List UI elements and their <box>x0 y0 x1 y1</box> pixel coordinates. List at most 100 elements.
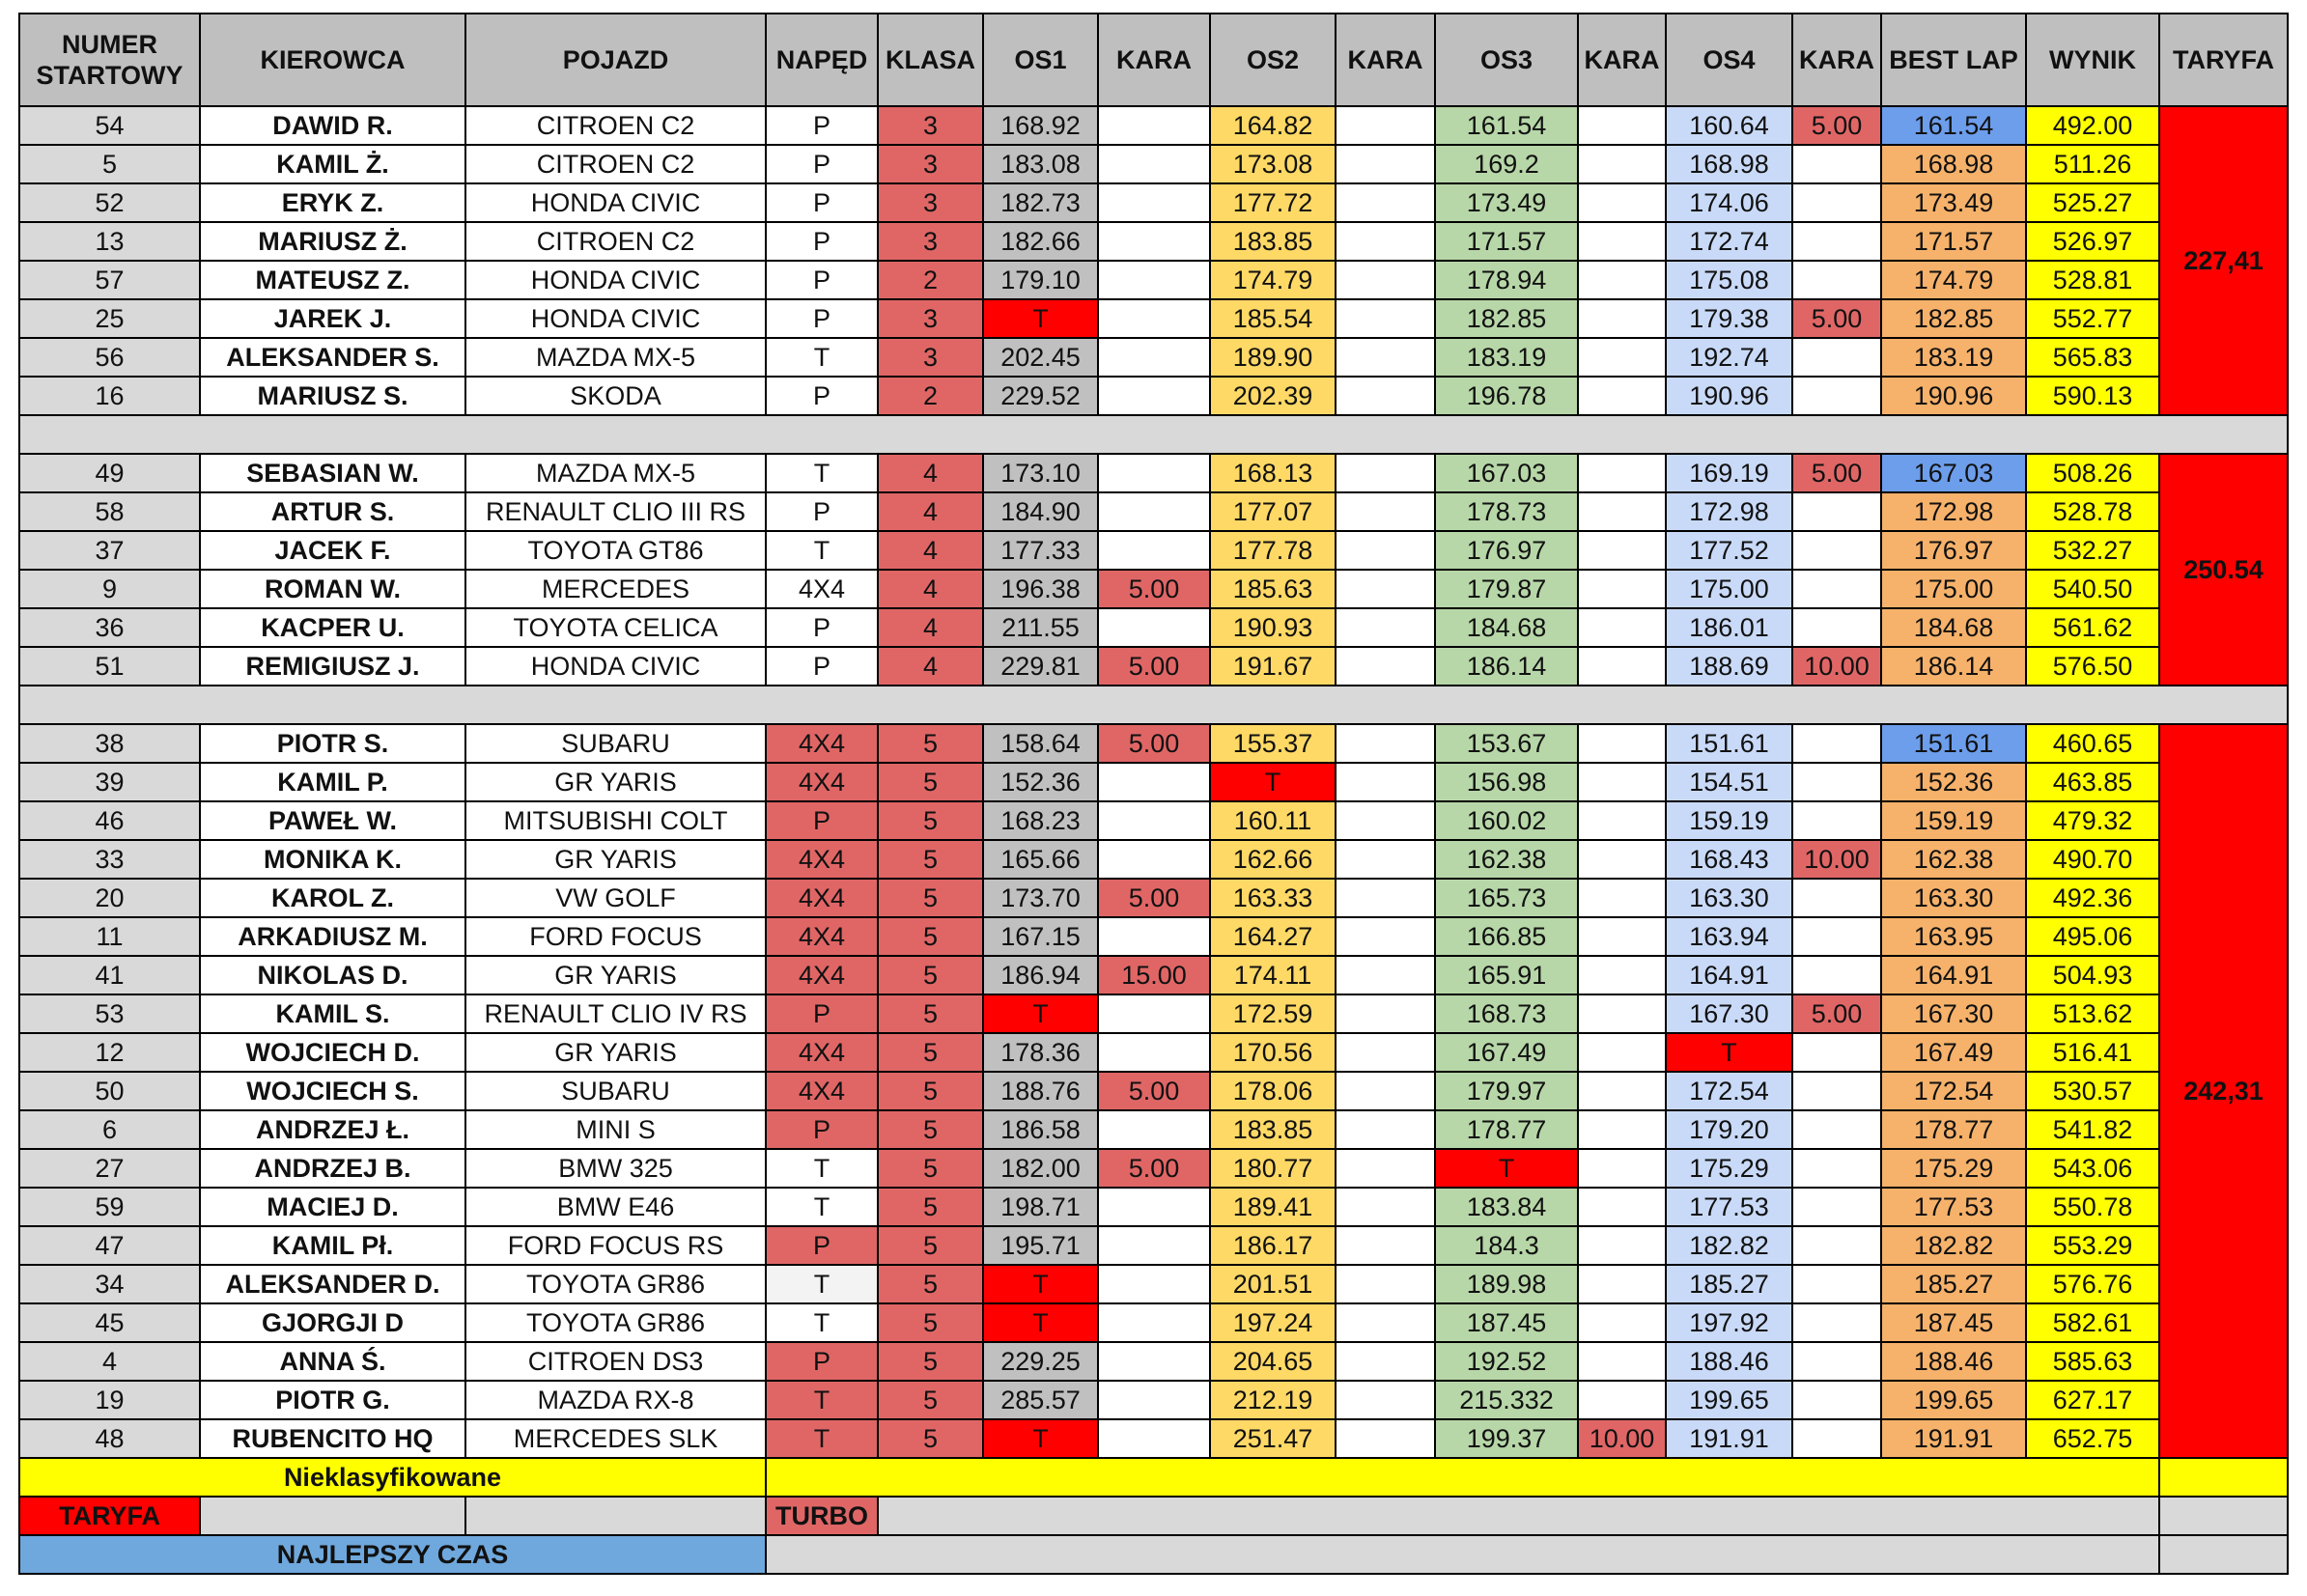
os2-time: 162.66 <box>1209 839 1336 880</box>
os3-time: 167.03 <box>1434 453 1579 493</box>
kara4 <box>1791 569 1882 609</box>
kara2 <box>1335 1380 1436 1420</box>
vehicle: HONDA CIVIC <box>464 646 767 686</box>
drive-type: P <box>765 1225 879 1266</box>
start-number: 27 <box>18 1148 201 1189</box>
table-row: 37 JACEK F. TOYOTA GT86 T 4 177.33 177.78 176.9… <box>18 530 2288 571</box>
kara2 <box>1335 569 1436 609</box>
best-lap: 183.19 <box>1880 337 2027 378</box>
os4-time: 172.54 <box>1665 1071 1793 1111</box>
start-number: 33 <box>18 839 201 880</box>
kara2 <box>1335 994 1436 1034</box>
os2-time: 189.41 <box>1209 1187 1336 1227</box>
kara3 <box>1577 221 1667 262</box>
table-row: 4 ANNA Ś. CITROEN DS3 P 5 229.25 204.65 192.52 1… <box>18 1341 2288 1382</box>
best-lap: 162.38 <box>1880 839 2027 880</box>
os1-time: 177.33 <box>982 530 1099 571</box>
driver-name: SEBASIAN W. <box>199 453 466 493</box>
class: 5 <box>877 723 984 764</box>
table-row: 20 KAROL Z. VW GOLF 4X4 5 173.70 5.00 163.33 165… <box>18 878 2288 918</box>
os3-time: 167.49 <box>1434 1032 1579 1073</box>
kara3 <box>1577 105 1667 146</box>
legend-blank-1 <box>199 1496 466 1536</box>
os1-time: 158.64 <box>982 723 1099 764</box>
os4-time: 192.74 <box>1665 337 1793 378</box>
kara3 <box>1577 955 1667 995</box>
drive-type: 4X4 <box>765 1032 879 1073</box>
start-number: 6 <box>18 1109 201 1150</box>
class: 5 <box>877 1341 984 1382</box>
kara4 <box>1791 1032 1882 1073</box>
os3-time: 183.19 <box>1434 337 1579 378</box>
start-number: 13 <box>18 221 201 262</box>
os2-time: 177.78 <box>1209 530 1336 571</box>
wynik: 516.41 <box>2025 1032 2160 1073</box>
kara1 <box>1097 491 1211 532</box>
best-lap: 164.91 <box>1880 955 2027 995</box>
kara3 <box>1577 182 1667 223</box>
os3-time: 168.73 <box>1434 994 1579 1034</box>
os3-time: 165.91 <box>1434 955 1579 995</box>
driver-name: NIKOLAS D. <box>199 955 466 995</box>
legend-best-fill <box>765 1534 2160 1575</box>
table-row: 46 PAWEŁ W. MITSUBISHI COLT P 5 168.23 160.11 1… <box>18 800 2288 841</box>
class: 5 <box>877 1225 984 1266</box>
os1-time: 178.36 <box>982 1032 1099 1073</box>
kara2 <box>1335 955 1436 995</box>
os4-time: 172.98 <box>1665 491 1793 532</box>
wynik: 508.26 <box>2025 453 2160 493</box>
wynik: 463.85 <box>2025 762 2160 802</box>
driver-name: ROMAN W. <box>199 569 466 609</box>
header-pojazd: POJAZD <box>464 13 767 107</box>
os4-time: 159.19 <box>1665 800 1793 841</box>
kara3 <box>1577 337 1667 378</box>
drive-type: T <box>765 1187 879 1227</box>
os1-time: 229.81 <box>982 646 1099 686</box>
drive-type: P <box>765 1109 879 1150</box>
kara1 <box>1097 1418 1211 1459</box>
kara2 <box>1335 1148 1436 1189</box>
kara4 <box>1791 221 1882 262</box>
os2-time: 197.24 <box>1209 1302 1336 1343</box>
driver-name: ERYK Z. <box>199 182 466 223</box>
driver-name: MARIUSZ S. <box>199 376 466 416</box>
kara1 <box>1097 1225 1211 1266</box>
kara3 <box>1577 1187 1667 1227</box>
os2-time: 191.67 <box>1209 646 1336 686</box>
start-number: 56 <box>18 337 201 378</box>
os1-time: T <box>982 1418 1099 1459</box>
kara2 <box>1335 800 1436 841</box>
kara4 <box>1791 800 1882 841</box>
table-row: 49 SEBASIAN W. MAZDA MX-5 T 4 173.10 168.13 167… <box>18 453 2289 686</box>
start-number: 45 <box>18 1302 201 1343</box>
best-lap: 174.79 <box>1880 260 2027 300</box>
os3-time: 176.97 <box>1434 530 1579 571</box>
driver-name: KAMIL S. <box>199 994 466 1034</box>
wynik: 541.82 <box>2025 1109 2160 1150</box>
vehicle: CITROEN C2 <box>464 105 767 146</box>
vehicle: SKODA <box>464 376 767 416</box>
os4-time: 197.92 <box>1665 1302 1793 1343</box>
start-number: 41 <box>18 955 201 995</box>
os1-time: 152.36 <box>982 762 1099 802</box>
class: 4 <box>877 646 984 686</box>
start-number: 52 <box>18 182 201 223</box>
os2-time: 204.65 <box>1209 1341 1336 1382</box>
os2-time: T <box>1209 762 1336 802</box>
kara4 <box>1791 1071 1882 1111</box>
kara3 <box>1577 1109 1667 1150</box>
class: 5 <box>877 762 984 802</box>
start-number: 20 <box>18 878 201 918</box>
os3-time: 179.97 <box>1434 1071 1579 1111</box>
os2-time: 174.11 <box>1209 955 1336 995</box>
table-row: 39 KAMIL P. GR YARIS 4X4 5 152.36 T 156.98 154.5… <box>18 762 2288 802</box>
kara1 <box>1097 144 1211 184</box>
kara4 <box>1791 607 1882 648</box>
drive-type: 4X4 <box>765 569 879 609</box>
best-lap: 152.36 <box>1880 762 2027 802</box>
kara1 <box>1097 1032 1211 1073</box>
drive-type: 4X4 <box>765 762 879 802</box>
vehicle: FORD FOCUS <box>464 916 767 957</box>
start-number: 46 <box>18 800 201 841</box>
start-number: 4 <box>18 1341 201 1382</box>
